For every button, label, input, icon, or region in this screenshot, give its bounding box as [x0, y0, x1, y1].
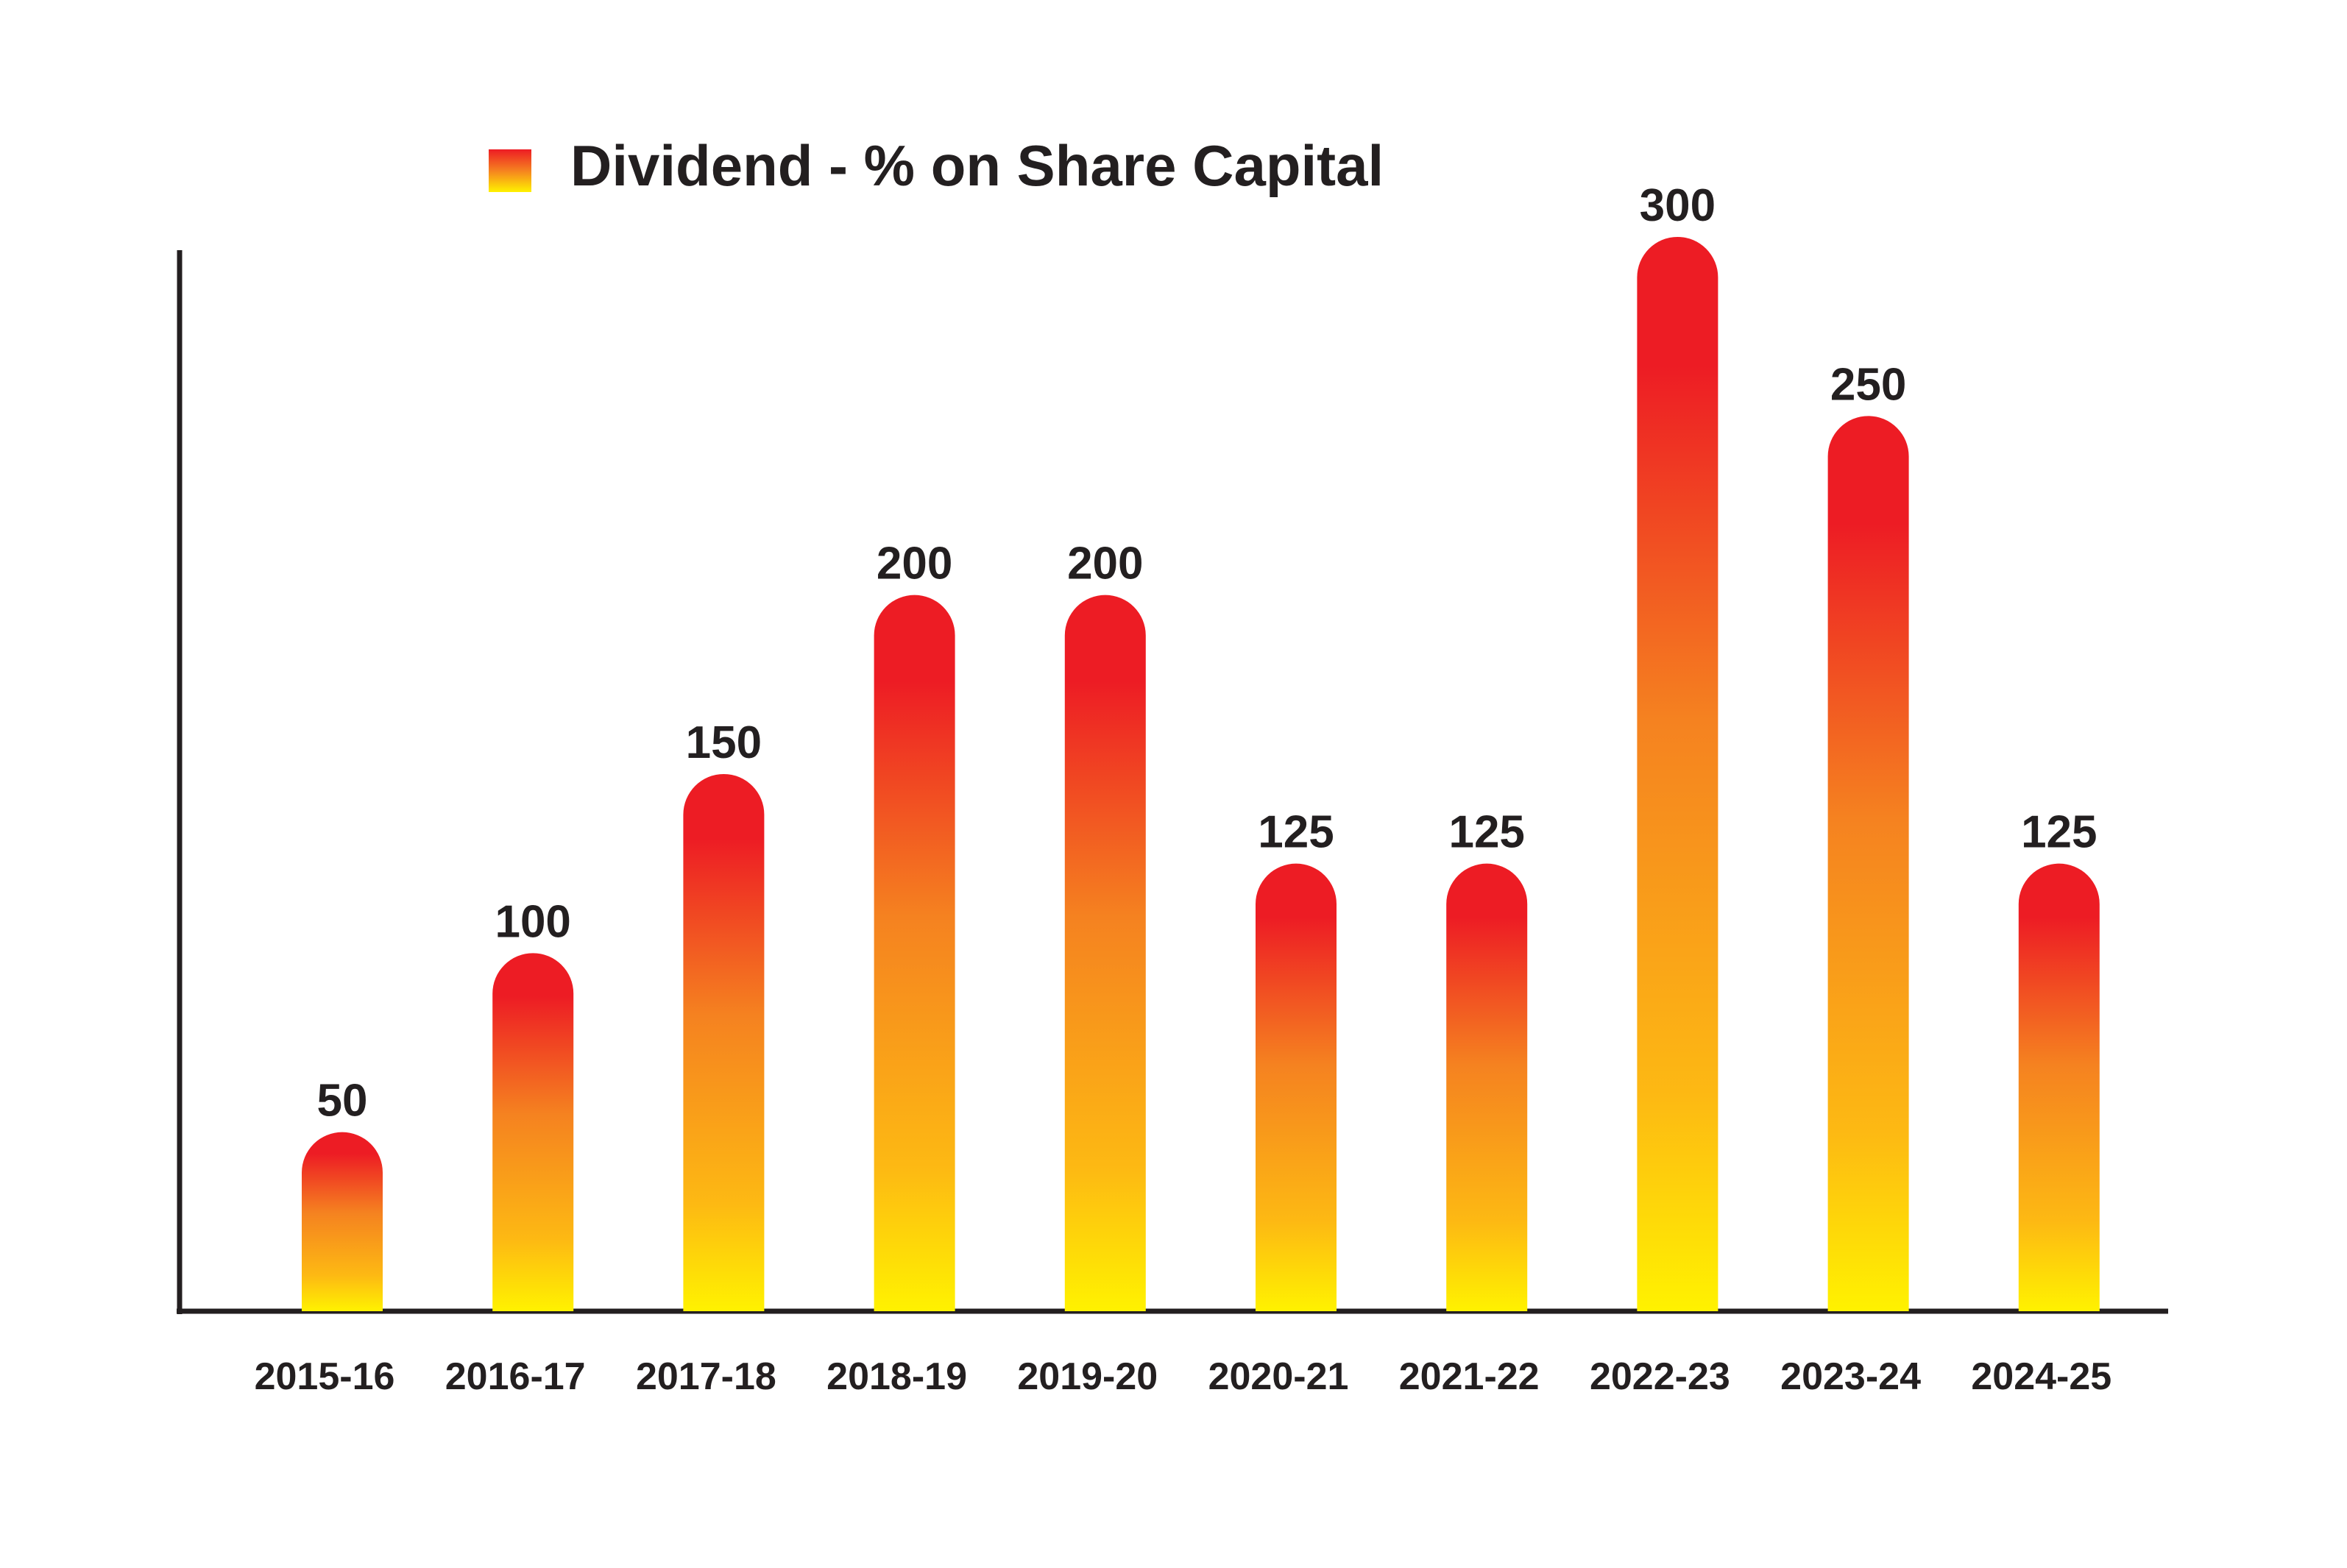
- category-labels-group: 2015-16 2016-17 2017-18 2018-19 2019-20 2020-…: [255, 1355, 2112, 1398]
- category-label-2018-19: 2018-19: [826, 1355, 967, 1398]
- data-label-2016-17: 100: [495, 896, 570, 947]
- data-label-2023-24: 250: [1830, 359, 1906, 410]
- bars-group: [302, 236, 2100, 1312]
- bar-2022-23: [1637, 236, 1718, 1311]
- category-label-2017-18: 2017-18: [636, 1355, 776, 1398]
- data-label-2019-20: 200: [1067, 539, 1143, 589]
- data-label-2020-21: 125: [1258, 807, 1334, 858]
- value-labels-group: 50 100 150 200 200 125 125 300 250 125: [317, 180, 2098, 1127]
- bar-2020-21: [1256, 863, 1337, 1311]
- category-label-2020-21: 2020-21: [1208, 1355, 1349, 1398]
- bar-2021-22: [1446, 863, 1528, 1311]
- legend-swatch: [489, 149, 531, 192]
- legend-label: Dividend - % on Share Capital: [570, 133, 1384, 198]
- data-label-2018-19: 200: [877, 539, 952, 589]
- category-label-2022-23: 2022-23: [1590, 1355, 1730, 1398]
- bar-2023-24: [1827, 416, 1909, 1312]
- bar-2018-19: [874, 595, 955, 1311]
- bar-2016-17: [492, 953, 574, 1311]
- category-label-2023-24: 2023-24: [1780, 1355, 1921, 1398]
- bar-2015-16: [302, 1132, 383, 1311]
- category-label-2015-16: 2015-16: [255, 1355, 395, 1398]
- category-label-2024-25: 2024-25: [1971, 1355, 2111, 1398]
- data-label-2022-23: 300: [1640, 180, 1716, 231]
- category-label-2019-20: 2019-20: [1017, 1355, 1158, 1398]
- data-label-2024-25: 125: [2021, 807, 2097, 858]
- legend: Dividend - % on Share Capital: [489, 133, 1384, 198]
- bar-2019-20: [1064, 595, 1146, 1311]
- bar-2017-18: [683, 774, 765, 1311]
- bar-2024-25: [2018, 863, 2100, 1311]
- category-label-2021-22: 2021-22: [1399, 1355, 1540, 1398]
- category-label-2016-17: 2016-17: [445, 1355, 586, 1398]
- data-label-2021-22: 125: [1448, 807, 1524, 858]
- data-label-2017-18: 150: [686, 717, 762, 768]
- data-label-2015-16: 50: [317, 1076, 368, 1127]
